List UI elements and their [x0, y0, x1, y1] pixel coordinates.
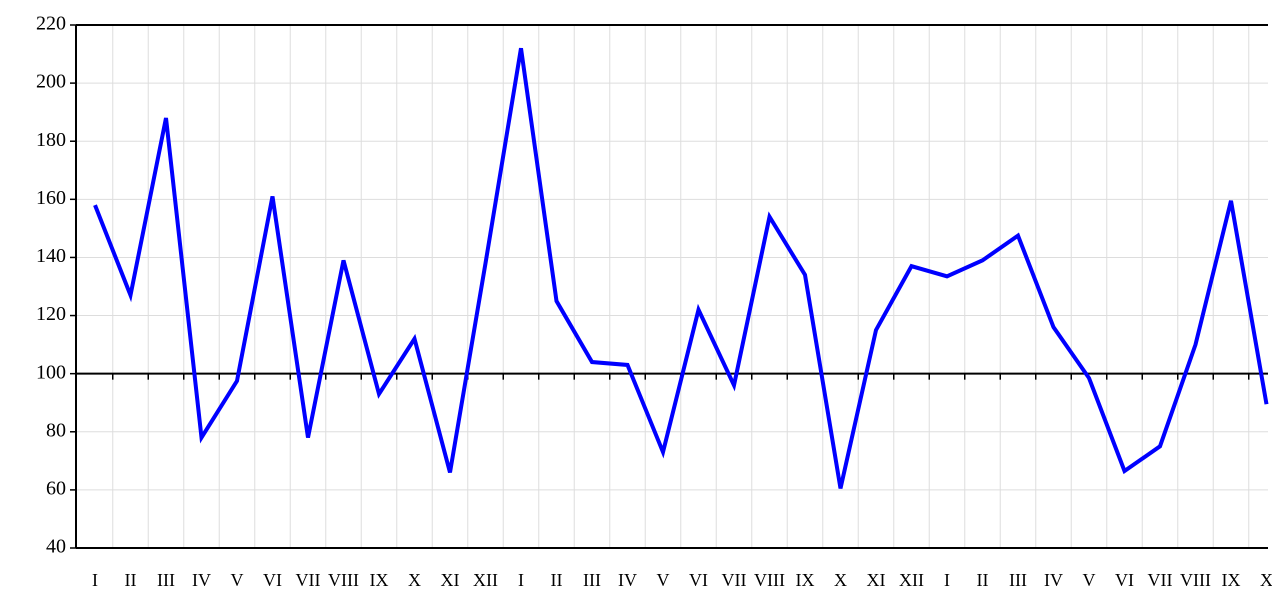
x-tick-label: I — [518, 570, 524, 590]
y-tick-label: 120 — [36, 303, 66, 325]
x-tick-label: X — [1260, 570, 1272, 590]
y-tick-label: 100 — [36, 361, 66, 383]
x-tick-label: X — [834, 570, 847, 590]
x-tick-label: XI — [441, 570, 460, 590]
y-tick-label: 40 — [46, 536, 66, 558]
x-tick-label: IV — [618, 570, 637, 590]
x-tick-label: I — [92, 570, 98, 590]
x-tick-label: VII — [722, 570, 747, 590]
x-tick-label: VIII — [754, 570, 785, 590]
x-tick-label: IV — [1044, 570, 1063, 590]
x-tick-label: VIII — [1180, 570, 1211, 590]
x-tick-label: VII — [1148, 570, 1173, 590]
y-tick-label: 180 — [36, 129, 66, 151]
y-tick-label: 140 — [36, 245, 66, 267]
x-tick-label: II — [551, 570, 563, 590]
x-tick-label: XII — [899, 570, 924, 590]
x-tick-label: VII — [296, 570, 321, 590]
line-series — [93, 47, 1269, 489]
x-tick-label: II — [977, 570, 989, 590]
y-tick-label: 200 — [36, 71, 66, 93]
x-tick-label: VI — [263, 570, 282, 590]
x-tick-label: X — [408, 570, 421, 590]
x-tick-label: XII — [473, 570, 498, 590]
x-tick-label: XI — [867, 570, 886, 590]
x-tick-label: III — [1009, 570, 1027, 590]
y-tick-label: 80 — [46, 419, 66, 441]
x-tick-label: VI — [689, 570, 708, 590]
x-tick-label: VIII — [328, 570, 359, 590]
x-tick-label: III — [157, 570, 175, 590]
x-tick-label: V — [1083, 570, 1096, 590]
x-tick-label: I — [944, 570, 950, 590]
x-tick-label: V — [657, 570, 670, 590]
x-tick-label: IV — [192, 570, 211, 590]
y-tick-label: 160 — [36, 187, 66, 209]
x-tick-label: III — [583, 570, 601, 590]
x-tick-label: II — [125, 570, 137, 590]
x-tick-label: VI — [1115, 570, 1134, 590]
y-tick-label: 60 — [46, 477, 66, 499]
y-tick-label: 220 — [36, 13, 66, 35]
x-tick-label: IX — [370, 570, 389, 590]
x-tick-label: V — [231, 570, 244, 590]
x-tick-label: IX — [796, 570, 815, 590]
x-tick-label: IX — [1222, 570, 1241, 590]
